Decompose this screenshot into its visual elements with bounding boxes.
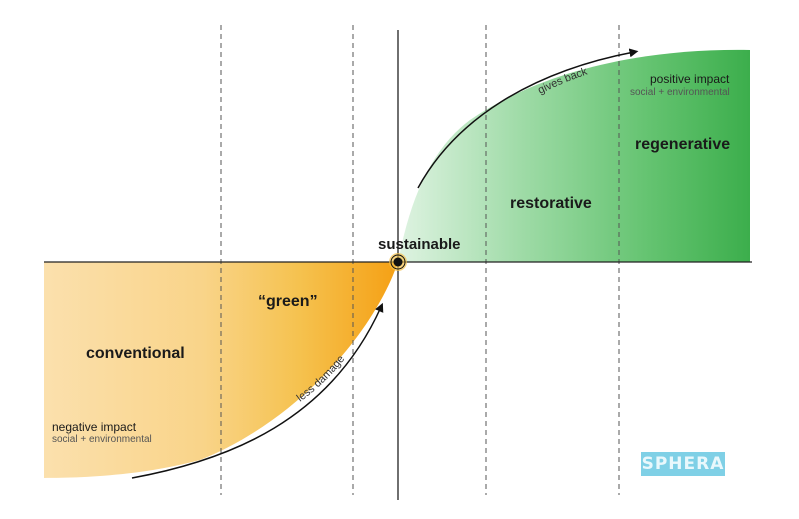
stage-label-conventional: conventional [86, 345, 185, 362]
sphera-logo: SPHERA [641, 452, 725, 476]
stage-label-sustainable: sustainable [378, 236, 461, 253]
less-damage-arrow [131, 302, 384, 479]
negative-impact-title: negative impact [52, 420, 137, 434]
negative-impact-subtitle: social + environmental [52, 434, 152, 445]
stage-label-restorative: restorative [510, 195, 592, 212]
stage-label-green: “green” [258, 293, 318, 310]
positive-impact-title: positive impact [650, 72, 730, 86]
gives-back-arrow [417, 48, 639, 189]
sustainable-point-marker [389, 253, 407, 271]
stage-label-regenerative: regenerative [635, 136, 731, 153]
positive-impact-subtitle: social + environmental [630, 87, 730, 98]
